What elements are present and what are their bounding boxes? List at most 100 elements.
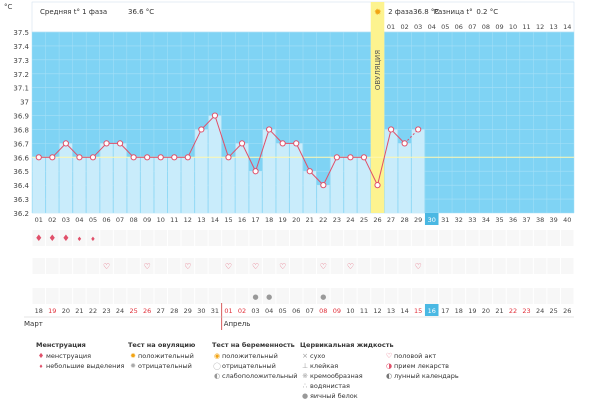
date-label: 24 bbox=[116, 307, 124, 315]
symbol-cell bbox=[425, 258, 438, 274]
legend-label: небольшие выделения bbox=[46, 362, 125, 370]
temperature-point bbox=[266, 126, 273, 133]
line-segment bbox=[322, 157, 338, 186]
heart-icon: ♡ bbox=[279, 262, 286, 271]
legend-title: Тест на овуляцию bbox=[128, 341, 196, 349]
cycle-day-label: 31 bbox=[441, 216, 449, 224]
line-segment bbox=[309, 170, 324, 186]
temperature-bar bbox=[344, 157, 357, 213]
temperature-bar bbox=[384, 129, 398, 213]
temperature-point bbox=[347, 154, 354, 161]
temperature-points bbox=[35, 112, 422, 189]
symbol-cell bbox=[46, 230, 59, 246]
symbol-cell bbox=[452, 230, 466, 246]
cycle-day-label: 37 bbox=[522, 216, 530, 224]
legend-item: ∴ водянистая bbox=[300, 381, 394, 391]
temperature-bar bbox=[289, 143, 303, 213]
ovulation-band bbox=[370, 2, 385, 213]
temperature-bar bbox=[86, 157, 100, 213]
date-label: 22 bbox=[509, 307, 517, 315]
date-label: 06 bbox=[292, 307, 300, 315]
symbol-cell bbox=[249, 258, 262, 274]
symbol-cell bbox=[86, 230, 100, 246]
symbol-cell bbox=[262, 230, 276, 246]
symbol-cell bbox=[154, 258, 167, 274]
legend-item: ● яичный белок bbox=[300, 391, 394, 401]
temperature-bar bbox=[276, 143, 289, 213]
legend-item: ◯отрицательный bbox=[212, 361, 298, 371]
temperature-point bbox=[387, 126, 395, 133]
egg-white-icon: ● bbox=[253, 293, 259, 301]
cycle-day-label: 11 bbox=[170, 216, 178, 224]
legend-pregnancy-test: Тест на беременность ◉ положительный ◯отр… bbox=[212, 340, 298, 381]
line-segment bbox=[377, 129, 392, 186]
symbol-cell bbox=[59, 288, 73, 304]
temperature-bar bbox=[317, 185, 330, 213]
y-tick-label: 36.6 bbox=[13, 154, 29, 162]
symbol-cell bbox=[289, 258, 303, 274]
line-segment bbox=[390, 129, 405, 144]
menstruation-icon: ♦ bbox=[48, 234, 56, 244]
date-label: 03 bbox=[251, 307, 259, 315]
date-label: 02 bbox=[238, 307, 246, 315]
symbol-cell bbox=[140, 288, 154, 304]
pill-icon: ◑ bbox=[385, 362, 393, 370]
symbol-cell bbox=[73, 258, 86, 274]
cycle-day-label: 09 bbox=[143, 216, 151, 224]
cycle-day-label: 05 bbox=[89, 216, 97, 224]
symbol-cell bbox=[113, 258, 127, 274]
date-label: 18 bbox=[455, 307, 463, 315]
legend-item: ✹ отрицательный bbox=[128, 361, 195, 371]
symbol-cell bbox=[222, 230, 235, 246]
temperature-bar bbox=[181, 157, 195, 213]
symbol-cell bbox=[276, 288, 289, 304]
sun-icon: ✹ bbox=[130, 352, 136, 360]
cycle-day-label: 18 bbox=[265, 216, 273, 224]
ovulation-column: ОВУЛЯЦИЯ bbox=[370, 2, 385, 213]
post-ovulation-day: 04 bbox=[428, 23, 436, 31]
legend-other: . ♡половой акт ◑прием лекарств ◐лунный к… bbox=[384, 340, 459, 381]
menstruation-icon: ♦ bbox=[35, 234, 43, 244]
date-label: 20 bbox=[482, 307, 490, 315]
line-segment bbox=[201, 115, 216, 130]
post-ovulation-day: 14 bbox=[563, 23, 571, 31]
egg-white-icon: ● bbox=[320, 293, 326, 301]
temperature-bars bbox=[32, 115, 425, 213]
temperature-point bbox=[103, 140, 110, 147]
date-label: 13 bbox=[387, 307, 395, 315]
menstruation-icon: ♦ bbox=[77, 236, 82, 243]
symbol-cell bbox=[344, 288, 357, 304]
date-label: 04 bbox=[265, 307, 273, 315]
date-label: 19 bbox=[468, 307, 476, 315]
temperature-point bbox=[62, 140, 69, 147]
symbol-cell bbox=[59, 258, 73, 274]
test-positive-icon: ◉ bbox=[213, 352, 221, 360]
cycle-day-label: 33 bbox=[468, 216, 476, 224]
y-tick-label: 37.4 bbox=[13, 43, 29, 51]
symbol-cell bbox=[289, 288, 303, 304]
legend-label: слабоположительный bbox=[222, 372, 298, 380]
temperature-point bbox=[130, 154, 137, 161]
symbol-cell bbox=[493, 258, 506, 274]
symbol-cell bbox=[560, 288, 574, 304]
date-label: 23 bbox=[102, 307, 110, 315]
cycle-day-label: 19 bbox=[279, 216, 287, 224]
legend-label: клейкая bbox=[310, 362, 339, 370]
cycle-day-label: 06 bbox=[102, 216, 110, 224]
symbol-cell bbox=[411, 258, 425, 274]
temperature-bar bbox=[195, 129, 208, 213]
test-weak-icon: ◐ bbox=[213, 372, 221, 380]
symbol-cell bbox=[547, 258, 560, 274]
y-tick-label: 37.5 bbox=[13, 29, 29, 37]
small-drop-icon: ♦ bbox=[38, 364, 44, 370]
legend-label: половой акт bbox=[394, 352, 437, 360]
egg-white-icon: ● bbox=[301, 392, 309, 400]
symbol-cell bbox=[249, 230, 262, 246]
symbol-cell bbox=[222, 288, 235, 304]
symbol-cell bbox=[276, 230, 289, 246]
grid-lines bbox=[31, 31, 575, 214]
symbol-cell bbox=[452, 288, 466, 304]
symbol-cell bbox=[154, 288, 167, 304]
line-segment bbox=[241, 143, 257, 172]
symbol-cell bbox=[547, 230, 560, 246]
